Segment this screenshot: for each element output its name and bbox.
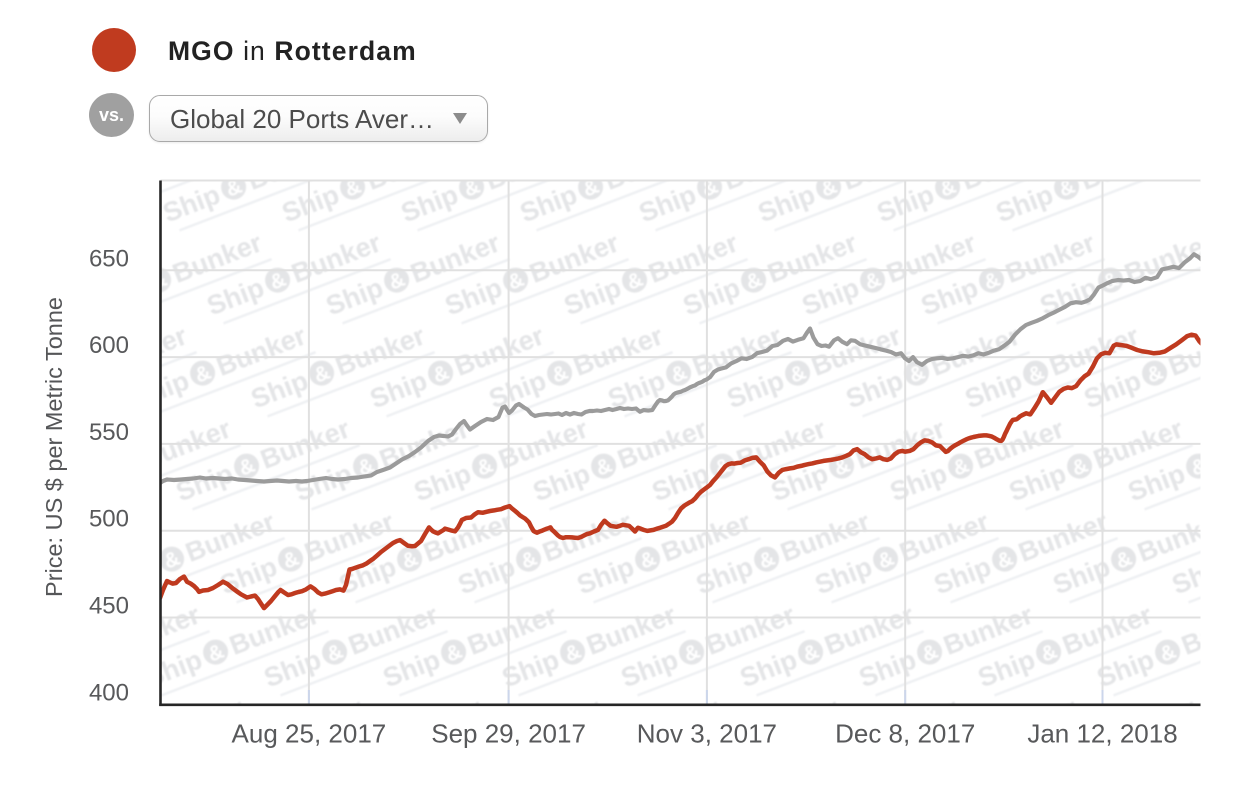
svg-text:Ship: Ship — [842, 365, 907, 414]
svg-text:Ship: Ship — [811, 551, 876, 600]
svg-text:Dec 8, 2017: Dec 8, 2017 — [835, 719, 975, 749]
svg-text:Ship: Ship — [247, 365, 312, 414]
svg-text:Ship: Ship — [1049, 551, 1114, 600]
svg-text:Ship: Ship — [798, 272, 863, 321]
svg-text:Ship: Ship — [40, 179, 105, 228]
svg-text:Ship: Ship — [723, 365, 788, 414]
svg-text:Sep 29, 2017: Sep 29, 2017 — [431, 719, 586, 749]
svg-text:Ship: Ship — [1168, 551, 1233, 600]
svg-text:Ship: Ship — [141, 644, 206, 693]
svg-text:Ship: Ship — [573, 551, 638, 600]
svg-text:Ship: Ship — [635, 179, 700, 228]
svg-text:Ship: Ship — [736, 644, 801, 693]
svg-text:Ship: Ship — [855, 644, 920, 693]
svg-text:&: & — [117, 454, 139, 481]
svg-text:Ship: Ship — [961, 365, 1026, 414]
svg-text:Ship: Ship — [410, 458, 475, 507]
svg-text:450: 450 — [89, 593, 129, 620]
svg-text:Ship: Ship — [1124, 458, 1189, 507]
svg-text:Ship: Ship — [529, 458, 594, 507]
svg-text:Ship: Ship — [84, 272, 149, 321]
svg-text:Ship: Ship — [322, 272, 387, 321]
svg-text:&: & — [1188, 454, 1210, 481]
svg-text:Nov 3, 2017: Nov 3, 2017 — [637, 719, 777, 749]
svg-text:500: 500 — [89, 506, 129, 533]
svg-text:550: 550 — [89, 419, 129, 446]
svg-text:&: & — [818, 175, 840, 202]
svg-text:Ship: Ship — [441, 272, 506, 321]
svg-text:Bunker: Bunker — [1221, 692, 1242, 754]
svg-text:Ship: Ship — [516, 179, 581, 228]
svg-text:Ship: Ship — [172, 458, 237, 507]
svg-text:&: & — [1201, 733, 1223, 760]
svg-text:&: & — [223, 175, 245, 202]
svg-text:Bunker: Bunker — [1208, 413, 1242, 475]
svg-text:&: & — [130, 733, 152, 760]
svg-text:Ship: Ship — [366, 365, 431, 414]
svg-text:Ship: Ship — [692, 551, 757, 600]
svg-text:Ship: Ship — [278, 179, 343, 228]
svg-text:Ship: Ship — [1005, 458, 1070, 507]
svg-text:&: & — [1056, 175, 1078, 202]
svg-text:Ship: Ship — [917, 272, 982, 321]
svg-text:&: & — [86, 640, 108, 667]
svg-text:Ship: Ship — [203, 272, 268, 321]
svg-text:Ship: Ship — [397, 179, 462, 228]
svg-text:Ship: Ship — [159, 179, 224, 228]
svg-text:Ship: Ship — [617, 644, 682, 693]
svg-text:&: & — [580, 175, 602, 202]
svg-text:Ship: Ship — [216, 551, 281, 600]
svg-text:Ship: Ship — [648, 458, 713, 507]
svg-text:Ship: Ship — [1212, 644, 1242, 693]
svg-text:Ship: Ship — [335, 551, 400, 600]
svg-text:Ship: Ship — [754, 179, 819, 228]
svg-text:&: & — [104, 175, 126, 202]
svg-text:650: 650 — [89, 245, 129, 272]
svg-text:Ship: Ship — [560, 272, 625, 321]
svg-text:Ship: Ship — [886, 458, 951, 507]
svg-text:&: & — [699, 175, 721, 202]
svg-text:Ship: Ship — [22, 644, 87, 693]
svg-text:&: & — [342, 175, 364, 202]
svg-text:&: & — [148, 268, 170, 295]
svg-text:Jan 12, 2018: Jan 12, 2018 — [1027, 719, 1177, 749]
svg-text:600: 600 — [89, 332, 129, 359]
svg-text:Ship: Ship — [930, 551, 995, 600]
svg-text:400: 400 — [89, 679, 129, 706]
svg-text:Price: US $ per Metric Tonne: Price: US $ per Metric Tonne — [41, 297, 67, 597]
svg-text:&: & — [73, 361, 95, 388]
svg-text:&: & — [606, 733, 628, 760]
svg-text:Ship: Ship — [260, 644, 325, 693]
svg-text:&: & — [1232, 547, 1242, 574]
svg-text:Aug 25, 2017: Aug 25, 2017 — [232, 719, 387, 749]
svg-text:Bunker: Bunker — [1164, 320, 1242, 382]
svg-text:&: & — [461, 175, 483, 202]
svg-text:Ship: Ship — [992, 179, 1057, 228]
svg-text:Ship: Ship — [679, 272, 744, 321]
svg-text:Ship: Ship — [66, 737, 131, 786]
svg-text:Ship: Ship — [379, 644, 444, 693]
svg-text:Bunker: Bunker — [1177, 599, 1242, 661]
svg-text:&: & — [937, 175, 959, 202]
svg-text:Ship: Ship — [974, 644, 1039, 693]
